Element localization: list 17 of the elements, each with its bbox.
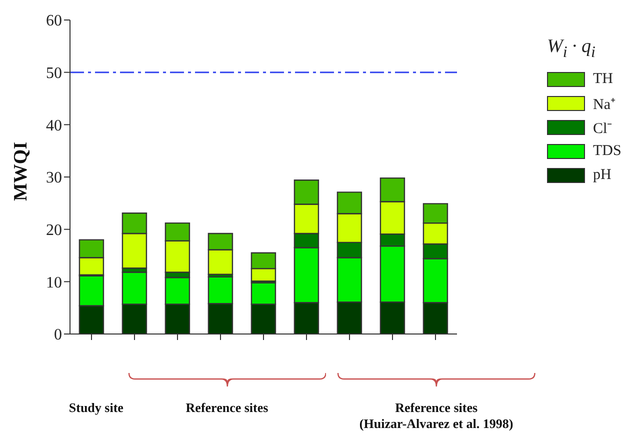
legend-label: Cl⁻: [593, 120, 612, 138]
y-tick-label: 30: [46, 170, 62, 187]
legend-label: pH: [593, 167, 612, 184]
legend-label: TDS: [593, 143, 622, 160]
text: Reference sites: [186, 400, 268, 415]
y-axis-title: MWQI: [10, 142, 32, 201]
text: Reference sites (Huizar-Alvarez et al. 1998): [358, 400, 514, 432]
text: Study site: [68, 400, 124, 415]
y-tick-label: 60: [46, 12, 62, 30]
legend-title: W$_{i}$ · q$_{i}$: [547, 36, 596, 62]
y-tick-label: 0: [54, 326, 62, 344]
y-tick-label: 50: [46, 65, 62, 82]
legend-label: TH: [593, 71, 613, 88]
y-tick-label: 20: [46, 222, 62, 240]
y-tick-label: 40: [46, 117, 62, 134]
legend-label: Na⁺: [593, 96, 616, 114]
y-tick-label: 10: [46, 274, 62, 292]
